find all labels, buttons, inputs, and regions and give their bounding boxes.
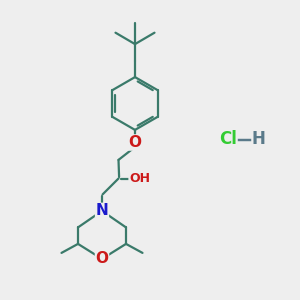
Text: O: O: [95, 251, 109, 266]
Text: H: H: [251, 130, 265, 148]
Text: Cl: Cl: [219, 130, 237, 148]
Text: O: O: [128, 135, 142, 150]
Text: N: N: [96, 203, 108, 218]
Text: OH: OH: [129, 172, 150, 185]
